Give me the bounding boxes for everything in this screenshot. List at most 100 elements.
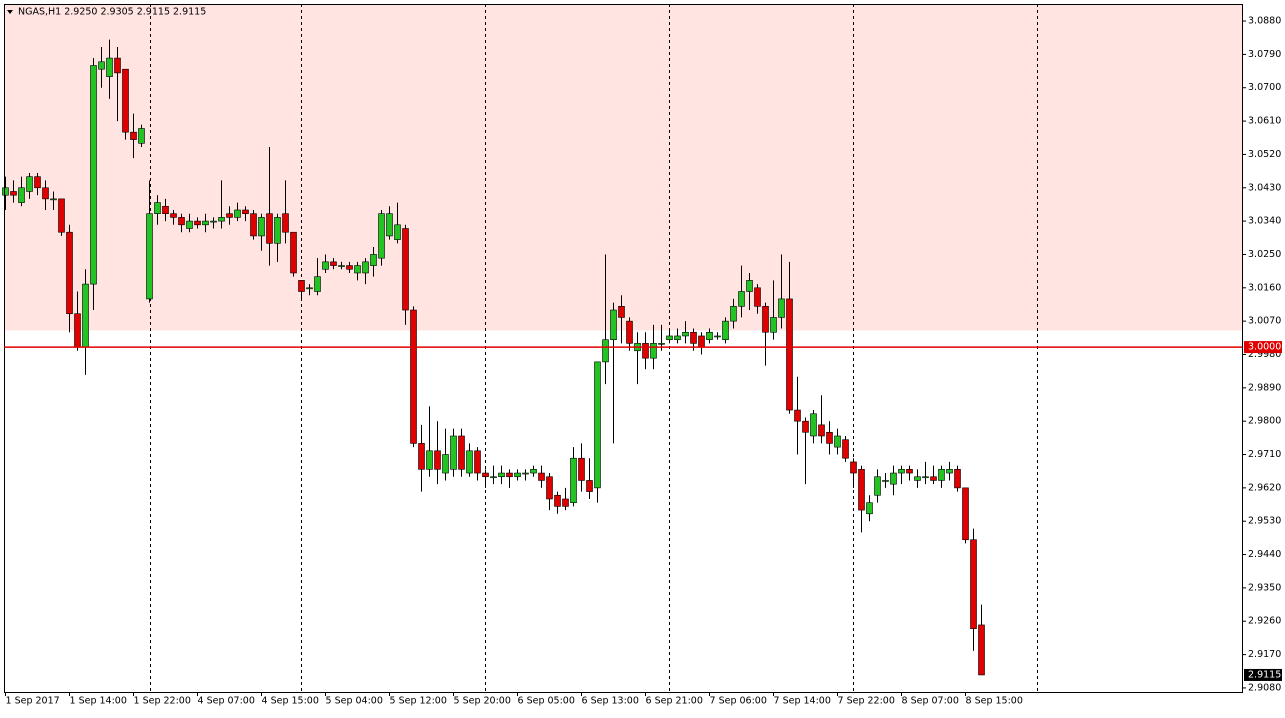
x-tick-label: 8 Sep 15:00	[966, 696, 1023, 707]
candle-body	[10, 191, 17, 196]
y-tick-label: 3.0790	[1248, 49, 1281, 60]
level-label-box	[1244, 341, 1282, 354]
candle-body	[674, 335, 681, 340]
candle-body	[682, 331, 689, 337]
candle-body	[266, 213, 273, 244]
candle-body	[818, 424, 825, 437]
y-tick-label: 3.0610	[1248, 116, 1281, 127]
x-tick-label: 6 Sep 21:00	[646, 696, 703, 707]
candle-body	[578, 457, 585, 481]
y-tick-label: 3.0880	[1248, 16, 1281, 27]
candle-body	[98, 61, 105, 70]
candle-body	[330, 261, 337, 266]
candle-body	[938, 469, 945, 481]
x-tick-label: 6 Sep 13:00	[582, 696, 639, 707]
menu-arrow[interactable]	[7, 10, 13, 14]
candle-body	[538, 472, 545, 481]
marks-layer	[2, 39, 985, 676]
candle-body	[618, 306, 625, 318]
candle-body	[210, 220, 217, 223]
candle-body	[714, 335, 721, 338]
candle-body	[530, 469, 537, 474]
y-tick-label: 2.9620	[1248, 482, 1281, 493]
x-tick-label: 7 Sep 22:00	[838, 696, 895, 707]
candle-body	[66, 231, 73, 315]
zone	[5, 4, 1242, 331]
candle-body	[930, 476, 937, 481]
candle-body	[82, 283, 89, 348]
candle-body	[106, 57, 113, 77]
candle-body	[242, 209, 249, 214]
candle-body	[570, 457, 577, 503]
candle-body	[234, 209, 241, 218]
candle-body	[602, 339, 609, 363]
candle-body	[522, 472, 529, 475]
candle-body	[434, 450, 441, 470]
price-label-box	[1244, 668, 1282, 681]
chart-title: NGAS,H1 2.9250 2.9305 2.9115 2.9115	[18, 7, 206, 18]
x-tick-label: 8 Sep 07:00	[902, 696, 959, 707]
candle-body	[874, 476, 881, 496]
candle-body	[514, 472, 521, 478]
candle-body	[906, 469, 913, 474]
candle-body	[202, 220, 209, 226]
candle-body	[490, 476, 497, 479]
y-tick-label: 2.9170	[1248, 649, 1281, 660]
candle-body	[970, 539, 977, 629]
candle-body	[322, 261, 329, 270]
candle-body	[690, 331, 697, 344]
candle-body	[170, 213, 177, 218]
candle-body	[722, 320, 729, 340]
candle-body	[922, 476, 929, 479]
candle-body	[386, 213, 393, 237]
y-tick-label: 2.9440	[1248, 549, 1281, 560]
candle-body	[642, 343, 649, 359]
candle-body	[226, 213, 233, 218]
x-tick-label: 5 Sep 20:00	[454, 696, 511, 707]
candle-body	[378, 213, 385, 259]
candle-body	[946, 469, 953, 474]
x-tick-label: 4 Sep 07:00	[198, 696, 255, 707]
candle-body	[146, 213, 153, 300]
x-tick-label: 4 Sep 15:00	[262, 696, 319, 707]
candle-body	[882, 480, 889, 482]
candle-body	[410, 309, 417, 444]
candle-body	[826, 431, 833, 444]
candle-body	[338, 265, 345, 267]
candle-body	[738, 291, 745, 307]
candle-body	[442, 454, 449, 474]
candle-body	[498, 472, 505, 478]
candle-body	[306, 287, 313, 290]
y-tick-label: 3.0520	[1248, 149, 1281, 160]
plot-border	[4, 4, 1243, 693]
candle-body	[218, 217, 225, 222]
candle-body	[450, 435, 457, 470]
candle-body	[834, 435, 841, 448]
candle-body	[426, 450, 433, 470]
candle-body	[370, 254, 377, 266]
candle-body	[138, 128, 145, 144]
candle-body	[42, 187, 49, 200]
candle-body	[26, 176, 33, 192]
candle-body	[658, 343, 665, 345]
candle-body	[130, 131, 137, 140]
candle-body	[274, 217, 281, 244]
candle-body	[394, 224, 401, 240]
candle-body	[362, 261, 369, 274]
candle-body	[794, 409, 801, 422]
candle-body	[802, 420, 809, 433]
candle-body	[346, 265, 353, 270]
candle-body	[786, 298, 793, 411]
candle-body	[114, 57, 121, 74]
x-tick-label: 6 Sep 05:00	[518, 696, 575, 707]
y-tick-label: 2.9350	[1248, 582, 1281, 593]
x-tick-label: 1 Sep 2017	[6, 696, 60, 707]
candle-body	[858, 469, 865, 511]
candle-body	[850, 461, 857, 474]
candle-body	[554, 494, 561, 507]
candle-body	[610, 309, 617, 340]
candle-body	[354, 265, 361, 274]
candle-body	[186, 220, 193, 229]
